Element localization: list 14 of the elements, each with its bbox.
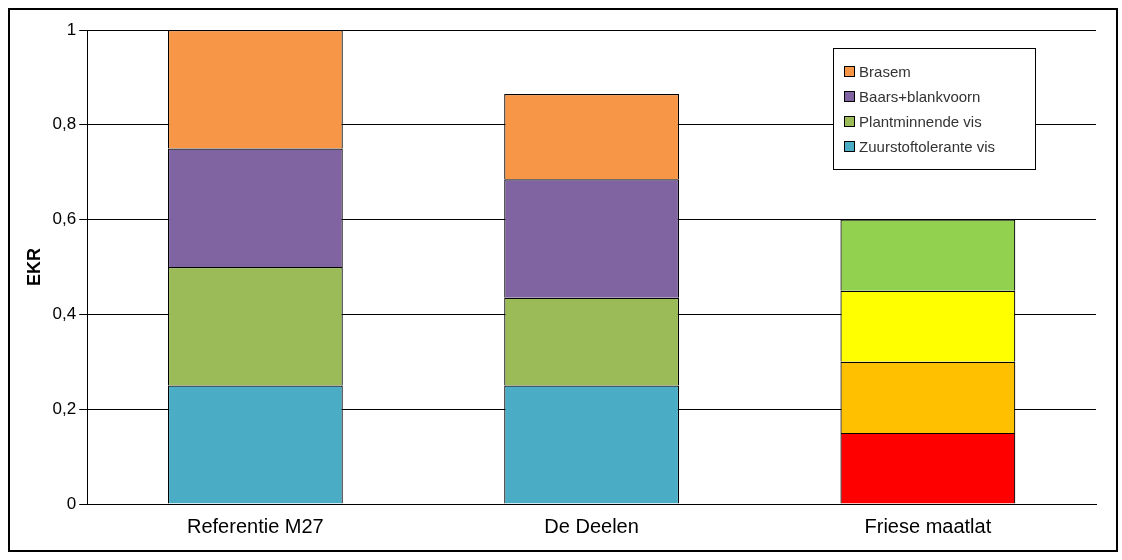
x-tick-label: Referentie M27 [186, 514, 324, 537]
y-tick-label: 0,8 [52, 114, 77, 134]
x-tick-label: De Deelen [544, 514, 639, 537]
y-tick-label: 0,2 [52, 398, 77, 418]
legend-label: Plantminnende vis [859, 113, 982, 130]
y-tick-label: 0,6 [52, 209, 77, 229]
legend-label: Baars+blankvoorn [859, 88, 981, 105]
y-tick-label: 1 [66, 19, 77, 39]
y-tick-label: 0,4 [52, 304, 77, 324]
y-axis-title: EKR [23, 247, 44, 287]
legend-label: Brasem [859, 63, 911, 80]
y-tick-label: 0 [66, 493, 77, 513]
x-tick-label: Friese maatlat [864, 514, 992, 537]
legend-label: Zuurstoftolerante vis [859, 138, 995, 155]
